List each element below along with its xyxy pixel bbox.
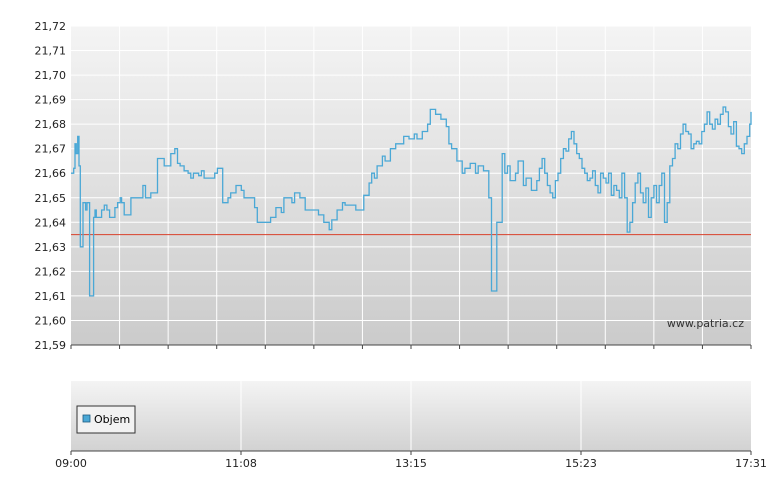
x-tick-label: 15:23 [565,457,597,470]
y-tick-label: 21,70 [35,69,67,82]
y-tick-label: 21,69 [35,94,67,107]
y-tick-label: 21,61 [35,290,67,303]
y-tick-label: 21,63 [35,241,67,254]
x-axis: 09:00 11:08 13:15 15:23 17:31 [55,451,767,470]
x-tick-label: 17:31 [735,457,767,470]
y-tick-label: 21,72 [35,20,67,33]
legend-swatch-objem [82,414,91,423]
y-tick-label: 21,71 [35,45,67,58]
legend: Objem [76,405,136,434]
y-axis: 21,72 21,71 21,70 21,69 21,68 21,67 21,66 21,65… [35,20,67,352]
y-tick-label: 21,60 [35,314,67,327]
y-tick-label: 21,66 [35,167,67,180]
y-tick-label: 21,59 [35,339,67,352]
y-tick-label: 21,62 [35,265,67,278]
x-tick-label: 11:08 [225,457,257,470]
y-tick-label: 21,65 [35,192,67,205]
legend-label-objem: Objem [94,413,130,426]
price-x-ticks [70,345,752,349]
price-series-line [71,106,752,297]
y-tick-label: 21,67 [35,143,67,156]
x-tick-label: 09:00 [55,457,87,470]
watermark: www.patria.cz [667,317,744,330]
y-tick-label: 21,68 [35,118,67,131]
volume-grid [240,381,582,451]
price-grid [71,25,751,346]
y-tick-label: 21,64 [35,216,67,229]
x-tick-label: 13:15 [395,457,427,470]
